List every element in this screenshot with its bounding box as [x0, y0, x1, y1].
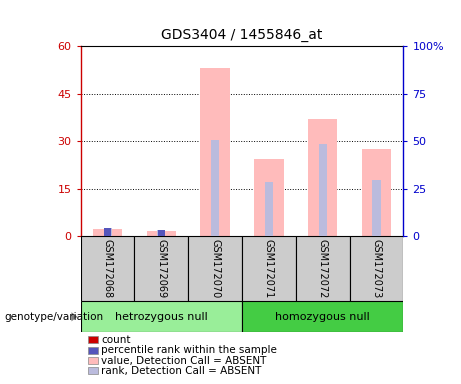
- Bar: [372, 180, 380, 236]
- Bar: [104, 230, 111, 236]
- Bar: [362, 149, 391, 236]
- Text: genotype/variation: genotype/variation: [5, 312, 104, 322]
- Bar: [201, 68, 230, 236]
- Bar: [242, 236, 296, 301]
- Bar: [158, 230, 165, 236]
- Bar: [319, 144, 327, 236]
- Bar: [349, 236, 403, 301]
- Text: GSM172073: GSM172073: [372, 239, 382, 298]
- Bar: [104, 228, 112, 236]
- Bar: [188, 236, 242, 301]
- Bar: [81, 236, 135, 301]
- Bar: [135, 236, 188, 301]
- Text: GSM172068: GSM172068: [102, 239, 112, 298]
- Text: GSM172072: GSM172072: [318, 239, 328, 298]
- Bar: [254, 159, 284, 236]
- Bar: [265, 182, 273, 236]
- Bar: [296, 236, 349, 301]
- Bar: [104, 228, 111, 236]
- Bar: [147, 232, 176, 236]
- Title: GDS3404 / 1455846_at: GDS3404 / 1455846_at: [161, 28, 323, 42]
- Polygon shape: [71, 312, 77, 321]
- Text: homozygous null: homozygous null: [275, 312, 370, 322]
- Text: GSM172070: GSM172070: [210, 239, 220, 298]
- Text: hetrozygous null: hetrozygous null: [115, 312, 208, 322]
- Text: GSM172071: GSM172071: [264, 239, 274, 298]
- Bar: [308, 119, 337, 236]
- Bar: [157, 230, 165, 236]
- Text: count: count: [101, 335, 131, 345]
- Bar: [242, 301, 403, 332]
- Bar: [81, 301, 242, 332]
- Bar: [93, 229, 122, 236]
- Bar: [158, 232, 165, 236]
- Text: percentile rank within the sample: percentile rank within the sample: [101, 345, 278, 355]
- Bar: [211, 140, 219, 236]
- Text: value, Detection Call = ABSENT: value, Detection Call = ABSENT: [101, 356, 267, 366]
- Text: rank, Detection Call = ABSENT: rank, Detection Call = ABSENT: [101, 366, 262, 376]
- Text: GSM172069: GSM172069: [156, 239, 166, 298]
